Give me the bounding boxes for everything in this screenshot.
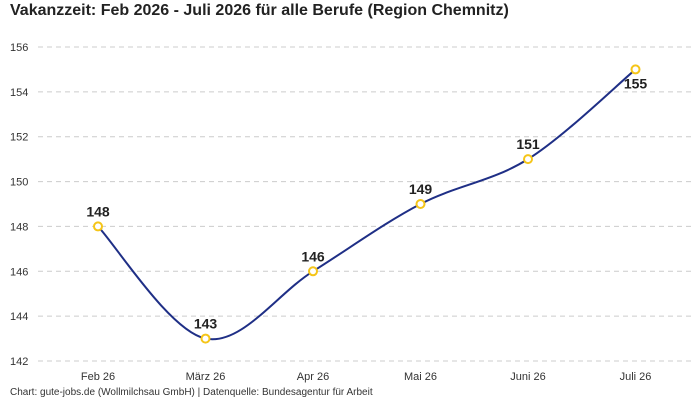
- x-tick-label: Juli 26: [620, 371, 652, 383]
- data-point: [308, 266, 318, 277]
- data-point: [93, 221, 103, 232]
- y-tick-label: 144: [10, 311, 28, 323]
- x-tick-label: Mai 26: [404, 371, 437, 383]
- data-label: 146: [301, 248, 325, 264]
- y-tick-label: 156: [10, 42, 28, 54]
- y-tick-label: 152: [10, 132, 28, 144]
- data-label: 143: [194, 316, 218, 332]
- data-label: 155: [624, 75, 648, 91]
- x-axis: Feb 26 März 26 Apr 26 Mai 26 Juni 26 Juli 26: [81, 371, 652, 383]
- x-tick-label: Apr 26: [297, 371, 329, 383]
- y-axis: 142 144 146 148 150 152 154 156: [10, 42, 28, 368]
- chart-title: Vakanzzeit: Feb 2026 - Juli 2026 für all…: [10, 2, 509, 19]
- y-tick-label: 154: [10, 87, 28, 99]
- y-tick-label: 146: [10, 266, 28, 278]
- source-note: Chart: gute-jobs.de (Wollmilchsau GmbH) …: [10, 387, 373, 398]
- data-label: 149: [409, 181, 433, 197]
- data-labels: 148 143 146 149 151 155: [86, 75, 647, 331]
- y-tick-label: 150: [10, 177, 28, 189]
- x-tick-label: März 26: [186, 371, 226, 383]
- x-tick-label: Feb 26: [81, 371, 115, 383]
- y-tick-label: 148: [10, 221, 28, 233]
- series-line: [97, 68, 637, 341]
- gridlines: [38, 46, 692, 362]
- data-point: [200, 333, 211, 344]
- data-label: 148: [86, 203, 110, 219]
- data-label: 151: [516, 136, 540, 152]
- y-tick-label: 142: [10, 356, 28, 368]
- data-point: [630, 64, 641, 75]
- data-points: [93, 64, 641, 344]
- data-point: [415, 199, 426, 209]
- data-point: [523, 154, 533, 165]
- x-tick-label: Juni 26: [510, 371, 545, 383]
